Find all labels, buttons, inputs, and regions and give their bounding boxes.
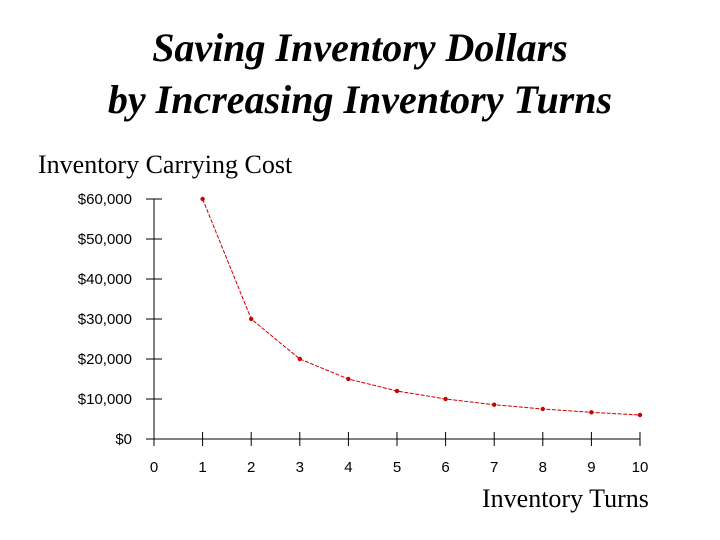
data-point (443, 396, 448, 402)
y-tick-label: $30,000 (78, 311, 132, 328)
data-point (394, 388, 400, 394)
x-tick-label: 6 (441, 459, 449, 476)
y-axis-label: Inventory Carrying Cost (38, 150, 293, 179)
y-tick-label: $20,000 (78, 351, 132, 368)
chart-title-line2: by Increasing Inventory Turns (107, 77, 613, 122)
data-point (540, 406, 545, 412)
data-point (637, 412, 643, 418)
y-tick-label: $40,000 (78, 271, 132, 288)
x-tick-label: 4 (344, 459, 352, 476)
chart-title: Saving Inventory Dollars by Increasing I… (0, 22, 720, 126)
data-point (297, 356, 302, 362)
data-point (200, 196, 205, 202)
y-tick-label: $10,000 (78, 391, 132, 408)
x-tick-label: 10 (632, 459, 649, 476)
y-tick-label: $50,000 (78, 231, 132, 248)
data-point (492, 402, 497, 407)
y-tick-label: $0 (115, 431, 132, 448)
x-tick-label: 9 (587, 459, 595, 476)
x-tick-label: 5 (393, 459, 401, 476)
data-point (589, 410, 594, 415)
series-line (202, 198, 641, 416)
x-tick-label: 2 (247, 459, 255, 476)
x-tick-label: 8 (539, 459, 547, 476)
y-tick-label: $60,000 (78, 191, 132, 208)
x-tick-label: 3 (296, 459, 304, 476)
x-tick-label: 0 (150, 459, 158, 476)
data-point (346, 376, 351, 382)
x-axis-label: Inventory Turns (482, 484, 649, 513)
data-point (249, 316, 254, 322)
chart-title-line1: Saving Inventory Dollars (152, 25, 568, 70)
x-tick-label: 1 (198, 459, 206, 476)
x-tick-label: 7 (490, 459, 498, 476)
